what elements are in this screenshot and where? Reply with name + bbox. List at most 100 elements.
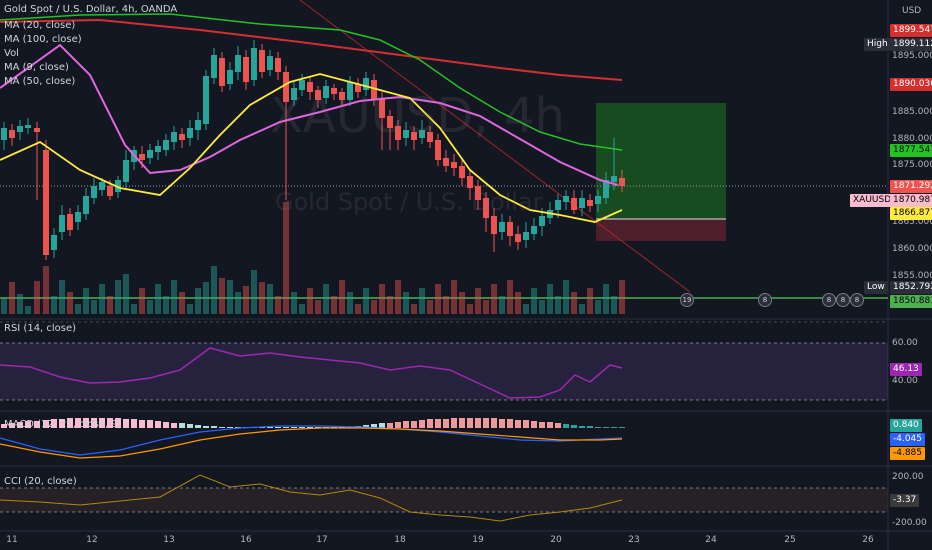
macd-hist-bar: [51, 419, 57, 428]
volume-bar: [339, 280, 345, 314]
currency-label: USD: [902, 6, 922, 16]
event-flag-icon[interactable]: 8: [836, 293, 850, 307]
ma100-price-tag: 1899.547: [890, 24, 932, 37]
ma-price-tag-1890: 1890.036: [890, 78, 932, 91]
candle-body: [139, 154, 145, 160]
ma20-line: [0, 43, 619, 186]
candle-body: [235, 55, 241, 72]
watermark-name: Gold Spot / U.S. Dollar: [275, 188, 543, 216]
macd-line-tag: -4.045: [890, 433, 926, 446]
candle-body: [387, 116, 393, 128]
volume-bar: [403, 292, 409, 314]
trend-line: [299, 0, 691, 293]
volume-bar: [499, 296, 505, 314]
volume-bar: [267, 284, 273, 314]
volume-bar: [211, 266, 217, 314]
volume-bar: [323, 284, 329, 314]
volume-bar: [483, 300, 489, 314]
ma50-price-tag: 1877.547: [890, 144, 932, 157]
volume-bar: [523, 304, 529, 314]
volume-bar: [123, 274, 129, 314]
volume-bar: [243, 286, 249, 314]
macd-hist-bar: [363, 425, 369, 428]
cci-title[interactable]: CCI (20, close): [4, 476, 77, 487]
low-label: Low: [864, 281, 888, 294]
macd-hist-bar: [25, 421, 31, 428]
macd-hist-bar: [539, 422, 545, 428]
volume-bar: [195, 288, 201, 314]
candle-body: [379, 98, 385, 118]
candle-body: [107, 186, 113, 196]
candle-body: [219, 58, 225, 86]
macd-hist-bar: [155, 421, 161, 428]
volume-bar: [539, 300, 545, 314]
macd-hist-bar: [219, 427, 225, 428]
event-flag-icon[interactable]: 8: [758, 293, 772, 307]
volume-bar: [579, 304, 585, 314]
macd-hist-bar: [371, 424, 377, 428]
indicator-ma20[interactable]: MA (20, close): [4, 20, 76, 31]
macd-hist-bar: [307, 427, 313, 428]
event-flag-icon[interactable]: 19: [680, 293, 694, 307]
macd-hist-bar: [163, 422, 169, 428]
candle-body: [75, 212, 81, 222]
volume-bar: [115, 280, 121, 314]
ma50-line: [0, 13, 623, 151]
volume-bar: [467, 304, 473, 314]
volume-bar: [131, 304, 137, 314]
indicator-ma100[interactable]: MA (100, close): [4, 34, 82, 45]
indicator-ma9[interactable]: MA (9, close): [4, 62, 69, 73]
macd-hist-bar: [499, 419, 505, 428]
candle-body: [227, 70, 233, 84]
volume-bar: [179, 292, 185, 314]
time-tick: 19: [472, 535, 484, 545]
macd-hist-bar: [395, 422, 401, 428]
event-flag-icon[interactable]: 8: [850, 293, 864, 307]
low-price-tag: 1852.792: [890, 281, 932, 294]
candle-body: [419, 130, 425, 138]
indicator-ma50[interactable]: MA (50, close): [4, 76, 76, 87]
macd-histogram: [1, 418, 625, 428]
volume-bar: [475, 288, 481, 314]
volume-bar: [443, 296, 449, 314]
volume-bar: [75, 304, 81, 314]
candle-body: [195, 120, 201, 130]
candle-body: [579, 198, 585, 208]
macd-hist-bar: [427, 419, 433, 428]
macd-hist-bar: [17, 422, 23, 428]
event-flag-icon[interactable]: 8: [822, 293, 836, 307]
volume-bar: [147, 300, 153, 314]
macd-hist-bar: [563, 424, 569, 428]
time-tick: 25: [784, 535, 796, 545]
candle-body: [499, 222, 505, 232]
volume-bar: [203, 282, 209, 314]
candle-body: [555, 200, 561, 210]
candle-body: [243, 57, 249, 82]
macd-line: [0, 425, 623, 456]
rsi-value-tag: 46.13: [890, 363, 922, 376]
candle-body: [17, 126, 23, 132]
candle-body: [267, 56, 273, 70]
volume-bar: [563, 280, 569, 314]
macd-title[interactable]: MACD (12, 26, close, 9): [4, 419, 122, 430]
time-tick: 20: [550, 535, 562, 545]
macd-hist-bar: [83, 418, 89, 428]
volume-bar: [611, 296, 617, 314]
symbol-title[interactable]: Gold Spot / U.S. Dollar, 4h, OANDA: [4, 4, 178, 15]
volume-bar: [395, 280, 401, 314]
time-tick: 16: [240, 535, 252, 545]
macd-hist-bar: [419, 420, 425, 428]
volume-bar: [219, 278, 225, 314]
candle-body: [83, 196, 89, 214]
ma100-line: [0, 18, 623, 81]
volume-bar: [83, 288, 89, 314]
volume-bar: [315, 300, 321, 314]
candle-body: [611, 176, 617, 182]
macd-hist-bar: [595, 427, 601, 428]
macd-hist-bar: [1, 424, 7, 428]
rsi-title[interactable]: RSI (14, close): [4, 323, 77, 334]
macd-hist-bar: [459, 418, 465, 428]
indicator-vol[interactable]: Vol: [4, 48, 19, 59]
volume-bar: [51, 296, 57, 314]
